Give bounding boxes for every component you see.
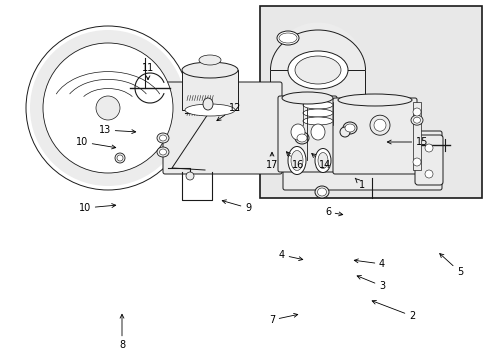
Text: 6: 6 [324,207,342,217]
FancyBboxPatch shape [283,131,441,190]
Ellipse shape [159,135,166,141]
Circle shape [412,108,420,116]
Ellipse shape [303,101,332,109]
Ellipse shape [287,147,305,175]
FancyBboxPatch shape [414,135,442,185]
Text: 4: 4 [354,259,384,269]
Text: 5: 5 [439,253,462,277]
Text: 10: 10 [79,203,116,213]
Wedge shape [270,23,365,70]
Ellipse shape [294,56,340,84]
Circle shape [30,30,185,186]
Circle shape [424,144,432,152]
Ellipse shape [413,117,420,123]
Ellipse shape [182,62,238,78]
Text: 13: 13 [99,125,135,135]
Text: 14: 14 [311,153,330,170]
Ellipse shape [314,149,330,172]
FancyBboxPatch shape [278,96,336,172]
Text: 10: 10 [76,137,116,149]
Circle shape [424,170,432,178]
Ellipse shape [296,134,306,142]
Ellipse shape [339,127,349,137]
Text: 3: 3 [356,275,384,291]
Text: 7: 7 [268,314,297,325]
Circle shape [96,96,120,120]
Text: 4: 4 [278,250,302,261]
Ellipse shape [287,51,347,89]
Ellipse shape [303,109,332,117]
Ellipse shape [279,33,296,43]
Ellipse shape [369,115,389,135]
Ellipse shape [157,133,169,143]
Text: 9: 9 [222,200,250,213]
Ellipse shape [157,147,169,157]
Bar [270,70,365,100]
Bar [182,70,238,110]
Ellipse shape [115,153,125,163]
Text: 17: 17 [265,152,278,170]
Ellipse shape [373,119,385,131]
Ellipse shape [294,132,308,144]
Ellipse shape [159,149,166,155]
Ellipse shape [337,94,411,106]
Ellipse shape [410,115,422,125]
Ellipse shape [303,117,332,125]
Ellipse shape [317,188,326,196]
Ellipse shape [199,55,221,65]
Bar [412,102,420,170]
Text: 8: 8 [119,314,125,350]
Text: 16: 16 [286,152,304,170]
Ellipse shape [185,172,194,180]
Ellipse shape [342,122,356,134]
Text: 11: 11 [142,63,154,80]
Ellipse shape [317,153,327,168]
Ellipse shape [290,150,303,171]
Ellipse shape [310,124,325,140]
Circle shape [43,43,173,173]
Ellipse shape [117,155,123,161]
Text: 1: 1 [354,178,365,190]
Ellipse shape [184,104,235,116]
Text: 15: 15 [386,137,427,147]
Text: 12: 12 [217,103,241,121]
Text: 2: 2 [371,300,414,321]
Ellipse shape [314,186,328,198]
Ellipse shape [282,92,332,104]
Circle shape [412,158,420,166]
FancyBboxPatch shape [332,98,416,174]
Circle shape [26,26,190,190]
Ellipse shape [290,124,305,140]
Ellipse shape [276,31,298,45]
Bar [260,6,481,198]
Ellipse shape [345,124,354,132]
FancyBboxPatch shape [163,82,282,174]
Ellipse shape [203,98,213,110]
